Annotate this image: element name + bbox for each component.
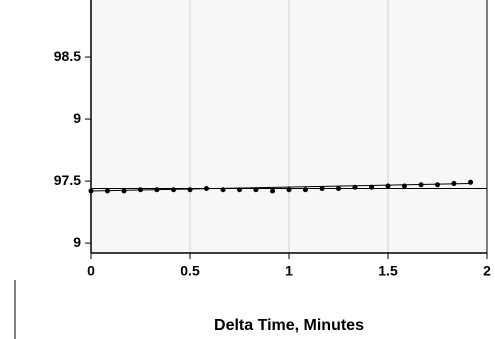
data-point bbox=[385, 183, 391, 189]
data-point bbox=[302, 187, 308, 193]
data-point bbox=[418, 182, 424, 188]
data-point bbox=[88, 188, 94, 194]
x-tick-label: 2 bbox=[483, 263, 491, 279]
x-tick-label: 1.5 bbox=[378, 263, 398, 279]
data-point bbox=[401, 183, 407, 189]
data-point bbox=[203, 186, 209, 192]
data-point bbox=[154, 187, 160, 193]
data-point bbox=[369, 184, 375, 190]
data-point bbox=[104, 188, 110, 194]
x-tick-label: 0.5 bbox=[180, 263, 200, 279]
data-point bbox=[171, 187, 177, 193]
data-point bbox=[121, 188, 127, 194]
x-axis-label: Delta Time, Minutes bbox=[214, 317, 364, 334]
data-point bbox=[237, 187, 242, 193]
y-tick-label: 9 bbox=[73, 110, 81, 126]
y-tick-label: 9 bbox=[73, 234, 81, 250]
data-point bbox=[336, 186, 341, 192]
data-point bbox=[319, 186, 325, 192]
data-point bbox=[253, 187, 259, 193]
y-tick-label: 98.5 bbox=[54, 48, 81, 64]
data-point bbox=[435, 182, 440, 188]
data-point bbox=[187, 187, 193, 193]
data-point bbox=[220, 187, 226, 193]
data-point bbox=[352, 184, 358, 190]
y-tick-label: 97.5 bbox=[54, 172, 81, 188]
x-tick-label: 0 bbox=[87, 263, 95, 279]
data-point bbox=[468, 179, 474, 185]
data-point bbox=[270, 188, 276, 194]
data-point bbox=[138, 187, 143, 193]
x-tick-label: 1 bbox=[285, 263, 293, 279]
data-point bbox=[286, 187, 292, 193]
trend-line bbox=[90, 183, 471, 192]
data-point bbox=[451, 181, 457, 187]
